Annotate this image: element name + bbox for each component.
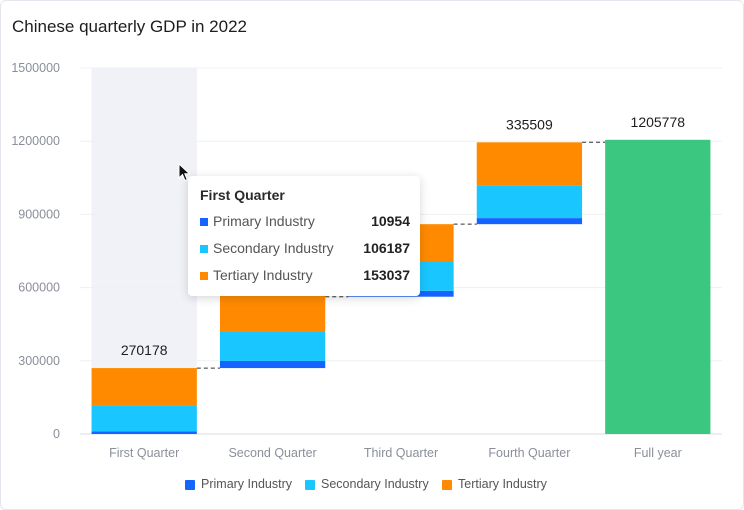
legend-swatch-tertiary bbox=[442, 480, 452, 490]
x-tick-label: Second Quarter bbox=[228, 446, 316, 460]
bar-segment-primary bbox=[476, 218, 583, 225]
legend-label-tertiary: Tertiary Industry bbox=[458, 477, 547, 491]
x-tick-label: First Quarter bbox=[109, 446, 179, 460]
bar-segment-tertiary bbox=[476, 142, 583, 186]
tooltip-value-tertiary: 153037 bbox=[363, 267, 410, 283]
bar-segment-primary bbox=[91, 431, 197, 434]
tooltip-name-tertiary: Tertiary Industry bbox=[213, 267, 313, 283]
tooltip: First Quarter Primary Industry 10954 Sec… bbox=[188, 176, 420, 296]
x-tick-label: Full year bbox=[634, 446, 682, 460]
y-tick-label: 1200000 bbox=[11, 134, 60, 148]
tooltip-swatch-tertiary bbox=[200, 272, 208, 280]
data-label: 335509 bbox=[506, 116, 553, 132]
tooltip-value-primary: 10954 bbox=[371, 213, 410, 229]
x-tick-label: Fourth Quarter bbox=[488, 446, 570, 460]
tooltip-title: First Quarter bbox=[200, 187, 285, 203]
data-label: 270178 bbox=[121, 342, 168, 358]
y-tick-label: 600000 bbox=[18, 281, 60, 295]
tooltip-row-secondary: Secondary Industry 106187 bbox=[200, 239, 410, 259]
tooltip-name-primary: Primary Industry bbox=[213, 213, 315, 229]
bar-segment-secondary bbox=[91, 405, 197, 432]
mouse-cursor-icon bbox=[178, 163, 191, 182]
tooltip-swatch-secondary bbox=[200, 245, 208, 253]
legend-swatch-primary bbox=[185, 480, 195, 490]
x-tick-label: Third Quarter bbox=[364, 446, 438, 460]
bar-segment-secondary bbox=[476, 185, 583, 219]
bar-segment-tertiary bbox=[219, 293, 326, 332]
legend-swatch-secondary bbox=[305, 480, 315, 490]
legend: Primary Industry Secondary Industry Tert… bbox=[0, 477, 744, 493]
legend-label-secondary: Secondary Industry bbox=[321, 477, 429, 491]
y-tick-label: 900000 bbox=[18, 207, 60, 221]
tooltip-swatch-primary bbox=[200, 218, 208, 226]
y-tick-label: 1500000 bbox=[11, 61, 60, 75]
tooltip-row-primary: Primary Industry 10954 bbox=[200, 212, 410, 232]
y-tick-label: 300000 bbox=[18, 354, 60, 368]
tooltip-name-secondary: Secondary Industry bbox=[213, 240, 334, 256]
tooltip-value-secondary: 106187 bbox=[363, 240, 410, 256]
bar-segment-tertiary bbox=[91, 368, 197, 406]
tooltip-row-tertiary: Tertiary Industry 153037 bbox=[200, 266, 410, 286]
bar-segment-secondary bbox=[219, 331, 326, 361]
chart-title: Chinese quarterly GDP in 2022 bbox=[12, 17, 247, 36]
y-tick-label: 0 bbox=[53, 427, 60, 441]
bar-segment-primary bbox=[219, 360, 326, 369]
bar-full-year bbox=[605, 139, 711, 434]
legend-label-primary: Primary Industry bbox=[201, 477, 292, 491]
data-label: 1205778 bbox=[631, 114, 686, 130]
